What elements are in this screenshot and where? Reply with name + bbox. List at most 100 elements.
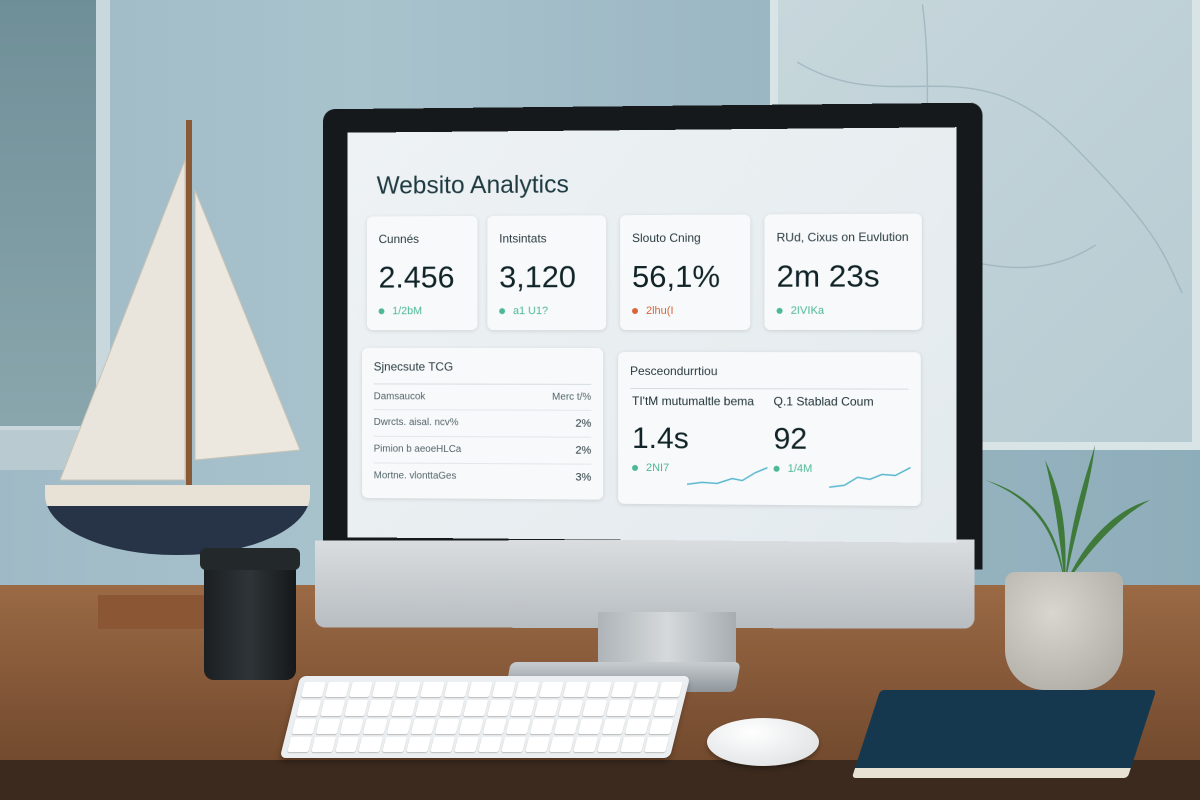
key [610, 682, 636, 698]
kpi-value: 56,1% [632, 258, 721, 295]
key [525, 736, 551, 752]
key [477, 736, 503, 752]
table-row[interactable]: Dwrcts. aisal. ncv% 2% [373, 410, 592, 438]
key [649, 718, 674, 734]
row-value: 2% [575, 444, 592, 457]
key [515, 682, 540, 698]
kpi-change: 2lhu(I [646, 304, 674, 318]
key [620, 736, 646, 752]
notebook [851, 690, 1157, 778]
key [629, 700, 655, 716]
key [553, 718, 579, 734]
kpi-label: RUd, Cixus on Euvlution [776, 229, 909, 245]
status-dot-icon [499, 308, 506, 315]
kpi-change: 2IVIKa [790, 304, 825, 317]
kpi-label: Intsintats [499, 231, 547, 246]
key [430, 736, 455, 752]
row-value: 3% [575, 471, 592, 484]
key [396, 682, 421, 698]
panel-title: Pesceondurrtiou [630, 363, 909, 390]
key [291, 718, 317, 734]
key [415, 700, 441, 716]
key [491, 682, 517, 698]
row-name: Dwrcts. aisal. ncv% [373, 417, 459, 429]
key [577, 718, 603, 734]
key [320, 700, 345, 716]
key [625, 718, 650, 734]
table-title: Sjnecsute TCG [373, 359, 592, 385]
analytics-dashboard: Websito Analytics Cunnés 2.456 1/2bM Int… [347, 127, 957, 543]
key [482, 718, 507, 734]
row-value: 2% [575, 417, 592, 430]
kpi-change: a1 U1? [512, 305, 549, 318]
performance-metric[interactable]: Q.1 Stablad Coum 92 1/4M [773, 394, 911, 475]
key [529, 718, 555, 734]
sparkline [687, 464, 767, 490]
potted-plant [985, 445, 1150, 585]
key [358, 736, 384, 752]
table-row[interactable]: Pimion b aeoeHLCa 2% [373, 436, 592, 465]
key [586, 682, 612, 698]
kpi-change: 1/2bM [392, 305, 423, 318]
key [596, 736, 622, 752]
status-dot-icon [773, 465, 780, 472]
mouse [707, 718, 819, 766]
key [419, 682, 445, 698]
key [311, 736, 336, 752]
key [439, 700, 464, 716]
key [339, 718, 365, 734]
row-name: Pimion b aeoeHLCa [373, 443, 462, 456]
key [573, 736, 598, 752]
key [348, 682, 374, 698]
page-title: Websito Analytics [376, 170, 569, 200]
kpi-value: 2m 23s [776, 258, 880, 294]
kpi-card[interactable]: Cunnés 2.456 1/2bM [366, 215, 478, 331]
table-row[interactable]: Mortne. vlonttaGes 3% [374, 463, 592, 490]
kpi-card[interactable]: Intsintats 3,120 a1 U1? [487, 215, 607, 331]
metric-label: Q.1 Stablad Coum [773, 394, 874, 409]
key [539, 682, 564, 698]
key [324, 682, 350, 698]
key [387, 718, 412, 734]
metric-change: 1/4M [787, 462, 813, 475]
cup-lid [200, 548, 300, 570]
key [486, 700, 512, 716]
key [467, 682, 493, 698]
table-header: Damsaucok Merc t/% [373, 384, 592, 411]
key [434, 718, 460, 734]
column-header: Damsaucok [373, 391, 426, 403]
metric-label: TI'tM mutumaltle bema [632, 393, 755, 409]
key [334, 736, 360, 752]
boat-sails [59, 159, 301, 481]
key [582, 700, 607, 716]
boat-stand [98, 595, 208, 629]
status-dot-icon [632, 308, 639, 315]
sparkline [829, 465, 910, 491]
key [443, 682, 469, 698]
kpi-card[interactable]: RUd, Cixus on Euvlution 2m 23s 2IVIKa [764, 213, 922, 330]
performance-metric[interactable]: TI'tM mutumaltle bema 1.4s 2NI7 [632, 394, 767, 475]
column-header: Merc t/% [552, 391, 592, 403]
key [372, 682, 397, 698]
metric-value: 1.4s [632, 421, 689, 456]
key [644, 736, 670, 752]
metric-value: 92 [773, 422, 808, 456]
key [558, 700, 583, 716]
key [562, 682, 588, 698]
key [287, 736, 312, 752]
key [363, 718, 388, 734]
boat-mast [186, 120, 192, 500]
key [463, 700, 488, 716]
key [510, 700, 536, 716]
row-name: Mortne. vlonttaGes [373, 470, 457, 482]
key [534, 700, 560, 716]
key [367, 700, 393, 716]
key [391, 700, 417, 716]
key [501, 736, 527, 752]
key [549, 736, 574, 752]
key [605, 700, 631, 716]
key [601, 718, 627, 734]
key [410, 718, 436, 734]
kpi-card[interactable]: Slouto Cning 56,1% 2lhu(I [620, 214, 751, 331]
key [653, 700, 679, 716]
